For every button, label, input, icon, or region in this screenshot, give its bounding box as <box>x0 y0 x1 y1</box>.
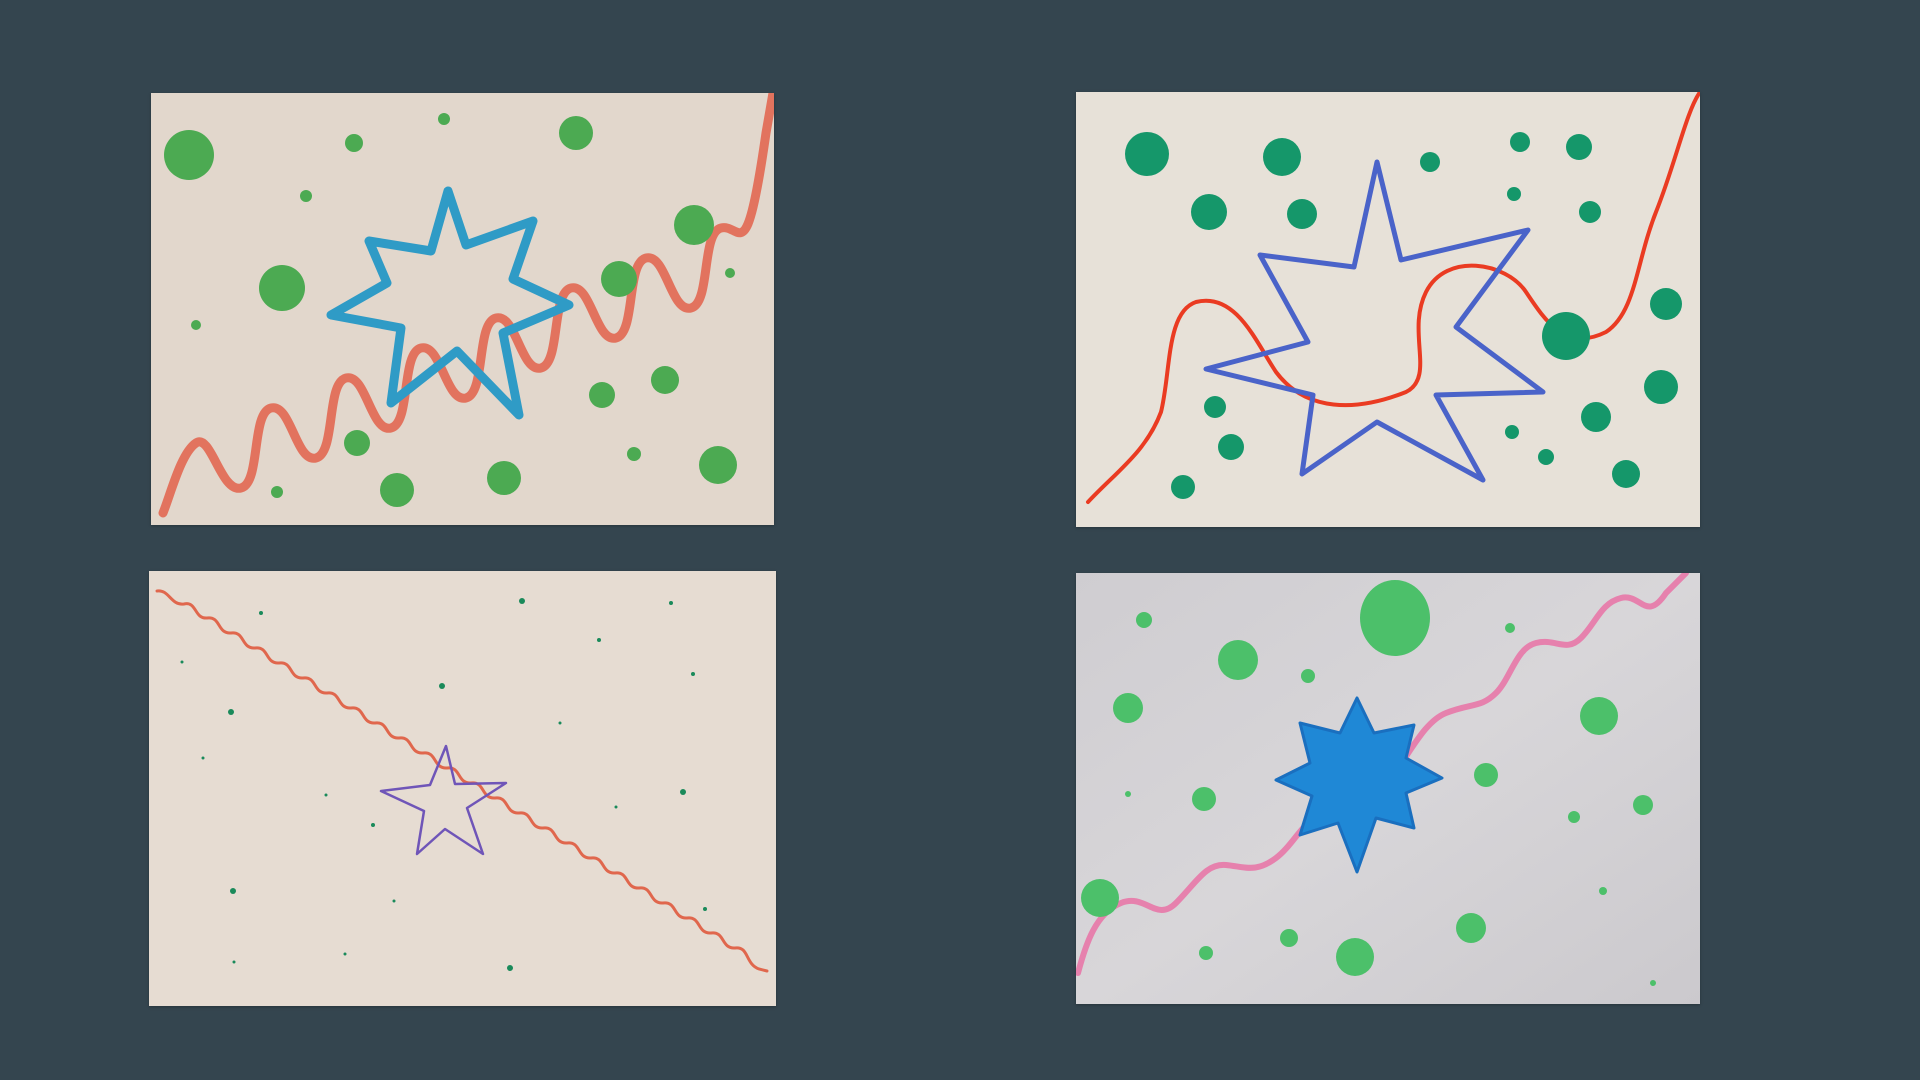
drawing-2-artwork <box>1076 92 1700 527</box>
drawing-photo-2 <box>1076 92 1700 527</box>
drawing-4-artwork <box>1076 573 1700 1004</box>
dots <box>1081 580 1656 986</box>
dots <box>180 598 707 971</box>
drawing-3-artwork <box>149 571 776 1006</box>
drawing-photo-1 <box>151 93 774 525</box>
dots <box>1125 132 1682 499</box>
dots <box>164 113 737 507</box>
filled-star <box>1274 696 1444 874</box>
drawing-photo-3 <box>149 571 776 1006</box>
wavy-line <box>1086 92 1700 504</box>
drawing-photo-4 <box>1076 573 1700 1004</box>
outline-star <box>326 186 574 420</box>
drawing-1-artwork <box>151 93 774 525</box>
paper-background <box>1076 92 1700 527</box>
paper-background <box>149 571 776 1006</box>
outline-star <box>1203 159 1546 483</box>
wavy-line <box>158 93 774 518</box>
outline-star <box>379 744 508 856</box>
wavy-line <box>155 589 769 973</box>
